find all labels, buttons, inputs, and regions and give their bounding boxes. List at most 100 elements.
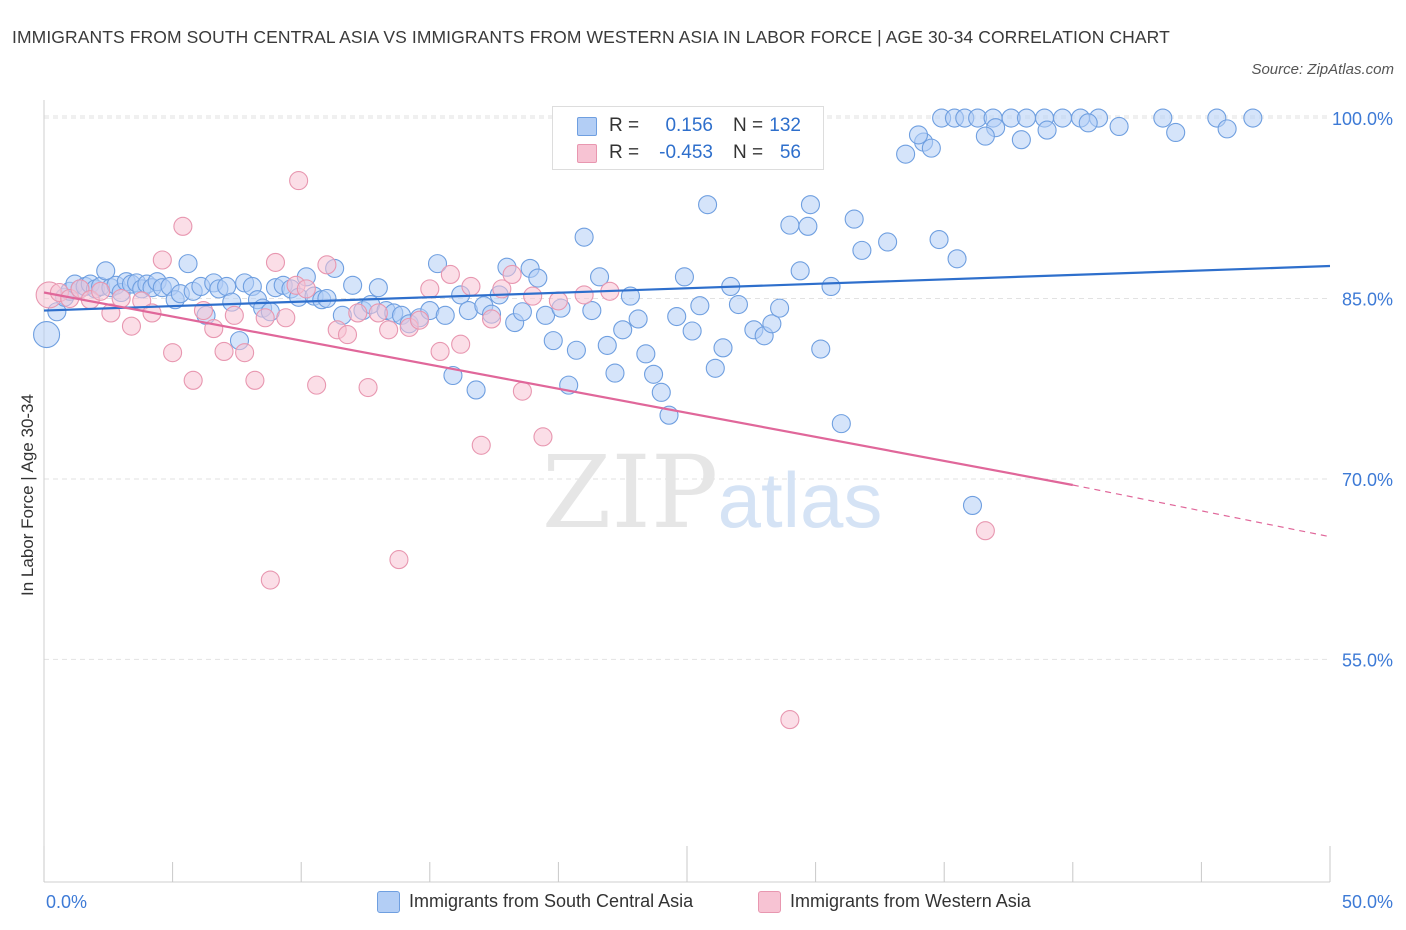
data-point <box>636 344 656 364</box>
data-point <box>644 364 664 384</box>
data-point <box>1011 130 1031 150</box>
trend-line-extension <box>1072 484 1331 538</box>
data-point <box>821 276 841 297</box>
data-point <box>674 267 694 287</box>
n-value: 132 <box>769 115 801 136</box>
data-point <box>440 264 460 284</box>
legend-label: Immigrants from Western Asia <box>790 891 1031 911</box>
series-western-asia <box>35 171 995 730</box>
data-point <box>348 303 368 323</box>
y-tick-label: 70.0% <box>1342 470 1393 490</box>
data-point <box>844 209 864 229</box>
data-point <box>698 195 718 215</box>
data-point <box>831 414 851 434</box>
data-point <box>762 314 782 334</box>
y-tick-label: 100.0% <box>1332 109 1393 129</box>
data-point <box>590 267 610 287</box>
data-point <box>461 276 481 297</box>
data-point <box>443 365 463 386</box>
data-point <box>152 250 172 270</box>
pink-swatch <box>758 891 781 913</box>
data-point <box>651 382 671 402</box>
data-point <box>173 216 193 236</box>
trend-lines <box>43 264 1331 538</box>
data-point <box>896 144 916 164</box>
r-value: 0.156 <box>665 115 713 136</box>
data-point <box>91 281 111 301</box>
data-point <box>682 321 702 341</box>
data-point <box>492 279 512 299</box>
x-tick-label: 0.0% <box>46 892 87 912</box>
n-label: N = <box>733 142 764 163</box>
data-point <box>260 570 280 590</box>
data-point <box>690 296 710 316</box>
data-point <box>878 232 898 252</box>
data-point <box>224 305 244 325</box>
x-tick-label: 50.0% <box>1342 892 1393 912</box>
data-point <box>929 230 949 250</box>
r-value: -0.453 <box>659 142 713 163</box>
r-label: R = <box>609 142 640 163</box>
data-point <box>523 286 543 306</box>
data-point <box>343 275 363 295</box>
axes <box>43 100 1331 883</box>
data-point <box>628 309 648 329</box>
data-point <box>800 195 821 215</box>
data-point <box>582 300 602 321</box>
y-tick-label: 85.0% <box>1342 290 1393 310</box>
data-point <box>183 370 203 390</box>
data-point <box>605 363 625 383</box>
data-point <box>466 380 486 400</box>
data-point <box>358 377 378 398</box>
data-point <box>921 138 941 158</box>
data-point <box>430 341 450 361</box>
y-axis-label: In Labor Force | Age 30-34 <box>18 394 37 596</box>
stats-legend: R = 0.156 N = 132 R = -0.453 N = 56 <box>552 106 824 170</box>
data-point <box>317 255 337 275</box>
data-point <box>852 240 872 260</box>
data-point <box>1037 120 1057 140</box>
watermark-zip: ZIP <box>542 434 718 551</box>
chart-title: IMMIGRANTS FROM SOUTH CENTRAL ASIA VS IM… <box>12 27 1170 47</box>
data-point <box>33 321 61 349</box>
data-point <box>1078 113 1098 133</box>
data-point <box>235 343 255 363</box>
data-point <box>535 305 556 325</box>
data-point <box>574 227 594 247</box>
data-point <box>705 358 725 378</box>
data-point <box>265 252 286 272</box>
data-point <box>296 279 316 299</box>
data-point <box>289 171 309 191</box>
data-point <box>566 340 586 360</box>
data-point <box>512 381 532 401</box>
data-point <box>379 320 399 340</box>
data-point <box>713 338 733 358</box>
data-point <box>908 125 929 145</box>
n-value: 56 <box>779 142 801 163</box>
data-point <box>245 370 265 390</box>
data-point <box>597 335 617 355</box>
data-point <box>533 427 553 447</box>
data-point <box>409 310 430 330</box>
data-point <box>1052 108 1073 128</box>
blue-swatch <box>377 891 400 913</box>
data-point <box>317 288 337 309</box>
data-point <box>420 279 440 299</box>
blue-swatch <box>577 117 597 136</box>
data-point <box>548 291 568 311</box>
data-point <box>770 298 790 318</box>
trend-line <box>43 291 1074 487</box>
data-point <box>975 521 995 541</box>
data-point <box>780 215 800 235</box>
data-point <box>451 334 471 354</box>
data-point <box>543 331 563 351</box>
data-point <box>1016 108 1037 128</box>
data-point <box>1217 119 1237 139</box>
data-point <box>512 302 532 322</box>
data-point <box>1109 116 1129 137</box>
pink-swatch <box>577 144 597 163</box>
data-point <box>307 375 327 395</box>
legend-label: Immigrants from South Central Asia <box>409 891 694 911</box>
data-point <box>214 341 234 361</box>
data-point <box>389 550 409 570</box>
